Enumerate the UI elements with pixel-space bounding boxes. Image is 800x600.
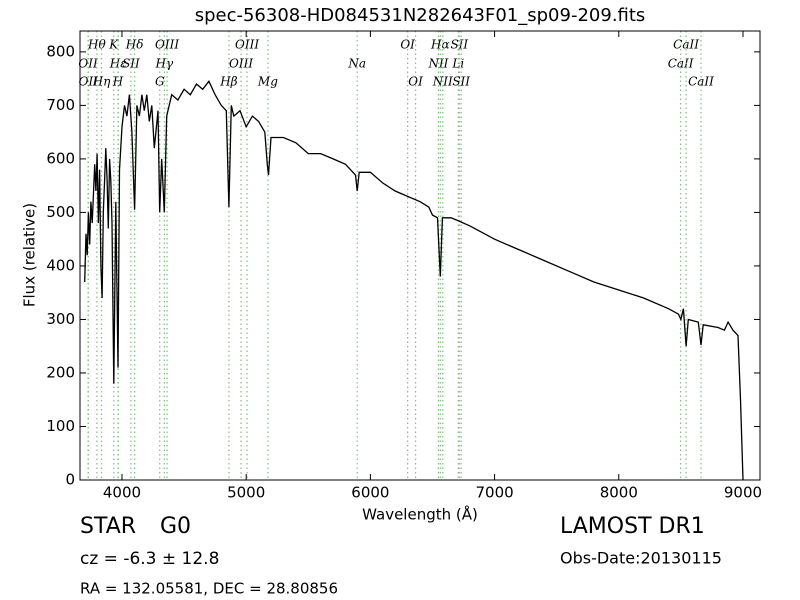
spectral-line-label: OIII	[235, 38, 259, 52]
spectral-line-label: OI	[408, 75, 423, 89]
spectral-line-label: CaII	[673, 38, 699, 52]
spectrum-line	[84, 80, 744, 481]
spectral-line-label: OIII	[229, 57, 253, 71]
spectral-line-label: Hβ	[219, 75, 237, 89]
survey: LAMOST DR1	[560, 514, 705, 539]
spectral-line-label: SII	[122, 57, 140, 71]
chart-title: spec-56308-HD084531N282643F01_sp09-209.f…	[195, 5, 646, 26]
spectral-line-label: G	[155, 75, 165, 89]
class: STAR	[80, 514, 136, 539]
coords: RA = 132.05581, DEC = 28.80856	[80, 580, 338, 598]
spectral-line-label: OIII	[155, 38, 179, 52]
spectral-line-label: OI	[400, 38, 415, 52]
y-tick-label: 200	[46, 363, 75, 381]
y-tick-label: 600	[46, 149, 75, 167]
spectral-line-label: K	[108, 38, 119, 52]
spectral-line-label: SII	[452, 75, 470, 89]
spectral-line-label: Mg	[257, 75, 278, 89]
subclass: G0	[160, 514, 191, 539]
spectral-line-label: SII	[450, 38, 468, 52]
y-tick-label: 500	[46, 203, 75, 221]
spectral-line-label: H	[112, 75, 124, 89]
y-tick-label: 400	[46, 256, 75, 274]
y-tick-label: 700	[46, 96, 75, 114]
y-tick-label: 100	[46, 417, 75, 435]
x-tick-label: 8000	[600, 484, 638, 502]
spectral-line-label: NII	[432, 75, 453, 89]
spectral-line-label: OII	[79, 75, 99, 89]
x-tick-label: 4000	[103, 484, 141, 502]
y-tick-label: 800	[46, 42, 75, 60]
obs-date: Obs-Date:20130115	[560, 549, 722, 568]
spectral-line-label: CaII	[688, 75, 714, 89]
plot-frame	[79, 30, 761, 481]
spectral-line-label: Hδ	[125, 38, 144, 52]
x-tick-label: 6000	[351, 484, 389, 502]
spectral-line-label: Na	[347, 57, 366, 71]
spectral-line-label: Hγ	[155, 57, 174, 71]
spectral-line-label: Hθ	[87, 38, 106, 52]
x-tick-label: 9000	[724, 484, 762, 502]
spectral-line-label: Hη	[92, 75, 111, 89]
spectral-line-label: Li	[451, 57, 464, 71]
spectral-line-label: CaII	[668, 57, 694, 71]
y-tick-label: 0	[65, 471, 75, 489]
redshift: cz = -6.3 ± 12.8	[80, 549, 219, 569]
x-axis-label: Wavelength (Å)	[362, 505, 478, 524]
x-tick-label: 7000	[475, 484, 513, 502]
y-axis-label: Flux (relative)	[21, 203, 39, 307]
spectral-line-label: NII	[427, 57, 448, 71]
x-tick-label: 5000	[227, 484, 265, 502]
y-tick-label: 300	[46, 310, 75, 328]
spectral-line-label: Hα	[430, 38, 450, 52]
